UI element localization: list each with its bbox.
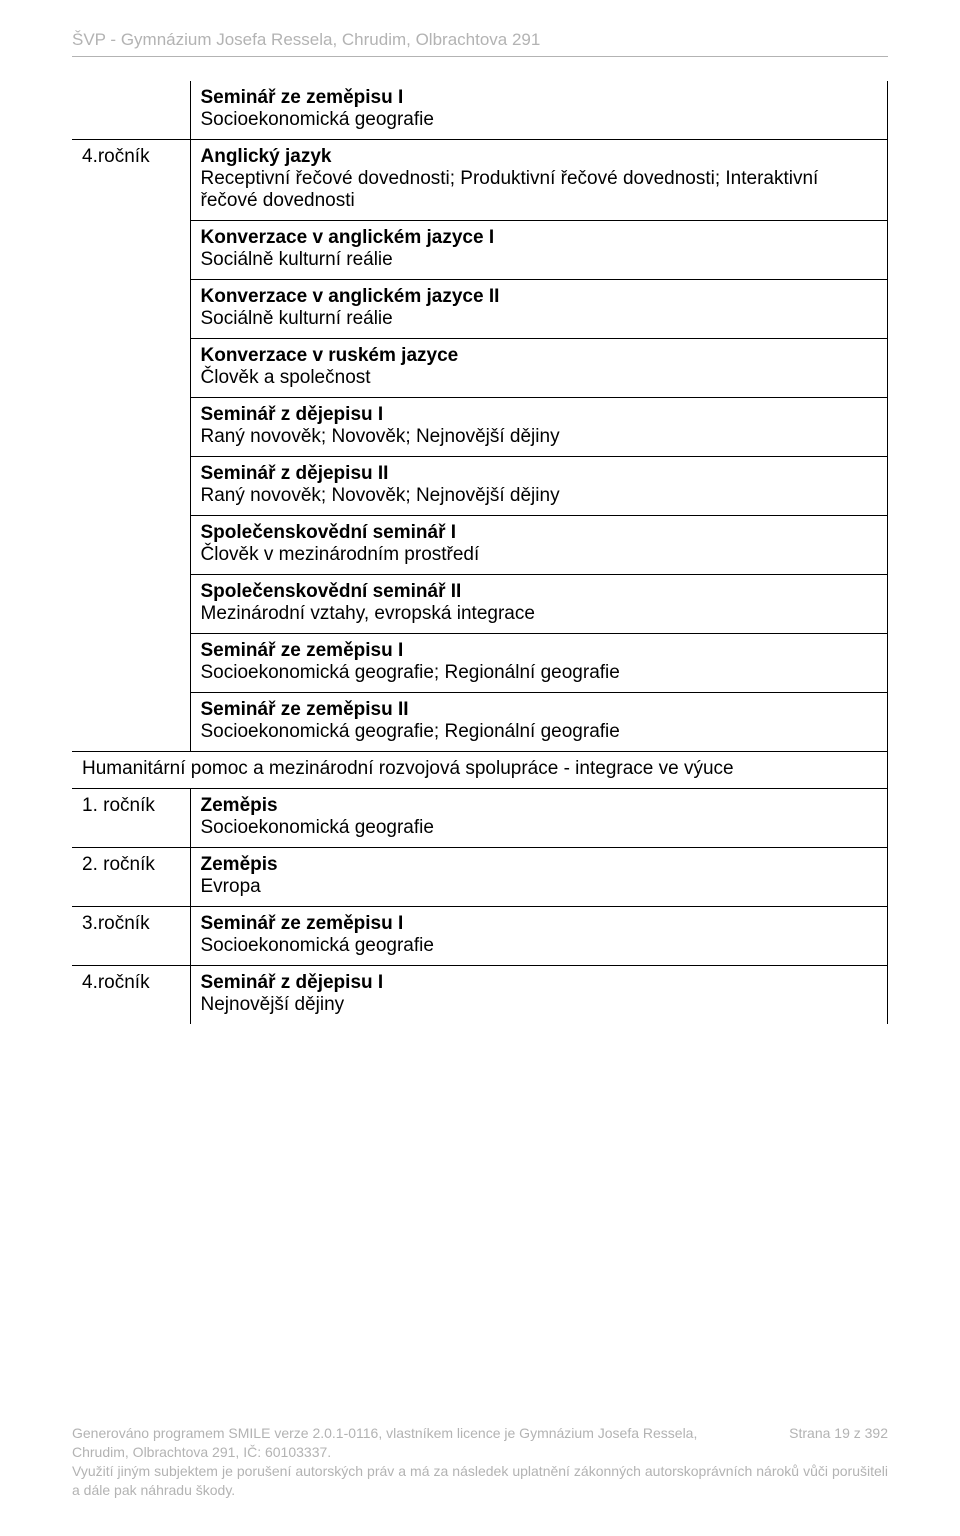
item-sub: Socioekonomická geografie; Regionální ge…: [201, 721, 878, 743]
content-cell: Seminář z dějepisu II Raný novověk; Novo…: [190, 457, 888, 516]
item-sub: Raný novověk; Novověk; Nejnovější dějiny: [201, 426, 878, 448]
table-row: 1. ročník Zeměpis Socioekonomická geogra…: [72, 789, 888, 848]
item-sub: Raný novověk; Novověk; Nejnovější dějiny: [201, 485, 878, 507]
item-title: Seminář ze zeměpisu I: [201, 640, 878, 662]
content-cell: Anglický jazyk Receptivní řečové dovedno…: [190, 140, 888, 221]
item-title: Společenskovědní seminář II: [201, 581, 878, 603]
content-cell: Konverzace v anglickém jazyce I Sociálně…: [190, 221, 888, 280]
table-row: Společenskovědní seminář I Člověk v mezi…: [72, 516, 888, 575]
table-row: 2. ročník Zeměpis Evropa: [72, 848, 888, 907]
grade-cell: 4.ročník: [72, 140, 190, 752]
item-sub: Receptivní řečové dovednosti; Produktivn…: [201, 168, 878, 212]
table-row: Seminář ze zeměpisu I Socioekonomická ge…: [72, 634, 888, 693]
grade-cell: 2. ročník: [72, 848, 190, 907]
header-rule: [72, 56, 888, 57]
item-sub: Člověk a společnost: [201, 367, 878, 389]
table-row: 4.ročník Anglický jazyk Receptivní řečov…: [72, 140, 888, 221]
content-cell: Společenskovědní seminář I Člověk v mezi…: [190, 516, 888, 575]
grade-cell: 3.ročník: [72, 907, 190, 966]
item-title: Konverzace v anglickém jazyce II: [201, 286, 878, 308]
item-title: Seminář ze zeměpisu I: [201, 87, 878, 109]
page-footer: Strana 19 z 392 Generováno programem SMI…: [72, 1424, 888, 1500]
content-cell: Seminář ze zeměpisu I Socioekonomická ge…: [190, 907, 888, 966]
content-cell: Zeměpis Socioekonomická geografie: [190, 789, 888, 848]
item-sub: Nejnovější dějiny: [201, 994, 878, 1016]
table-row: Konverzace v anglickém jazyce I Sociálně…: [72, 221, 888, 280]
section-heading: Humanitární pomoc a mezinárodní rozvojov…: [72, 752, 888, 789]
item-sub: Socioekonomická geografie; Regionální ge…: [201, 662, 878, 684]
footer-line: Využití jiným subjektem je porušení auto…: [72, 1463, 888, 1498]
content-cell: Konverzace v anglickém jazyce II Sociáln…: [190, 280, 888, 339]
footer-line: Generováno programem SMILE verze 2.0.1-0…: [72, 1425, 697, 1441]
item-title: Seminář z dějepisu I: [201, 404, 878, 426]
table-row: Seminář ze zeměpisu I Socioekonomická ge…: [72, 81, 888, 140]
item-sub: Socioekonomická geografie: [201, 109, 878, 131]
table-row: Konverzace v anglickém jazyce II Sociáln…: [72, 280, 888, 339]
doc-header: ŠVP - Gymnázium Josefa Ressela, Chrudim,…: [72, 30, 888, 50]
content-cell: Seminář ze zeměpisu I Socioekonomická ge…: [190, 634, 888, 693]
item-sub: Evropa: [201, 876, 878, 898]
grade-cell: [72, 81, 190, 140]
grade-cell: 1. ročník: [72, 789, 190, 848]
table-row: Společenskovědní seminář II Mezinárodní …: [72, 575, 888, 634]
content-cell: Seminář ze zeměpisu II Socioekonomická g…: [190, 693, 888, 752]
item-sub: Sociálně kulturní reálie: [201, 249, 878, 271]
content-cell: Seminář z dějepisu I Nejnovější dějiny: [190, 966, 888, 1025]
table-row: 3.ročník Seminář ze zeměpisu I Socioekon…: [72, 907, 888, 966]
item-title: Konverzace v ruském jazyce: [201, 345, 878, 367]
item-title: Anglický jazyk: [201, 146, 878, 168]
content-cell: Seminář ze zeměpisu I Socioekonomická ge…: [190, 81, 888, 140]
table-row: Konverzace v ruském jazyce Člověk a spol…: [72, 339, 888, 398]
item-sub: Člověk v mezinárodním prostředí: [201, 544, 878, 566]
item-title: Seminář z dějepisu II: [201, 463, 878, 485]
item-sub: Socioekonomická geografie: [201, 817, 878, 839]
item-sub: Sociálně kulturní reálie: [201, 308, 878, 330]
table-row: Seminář z dějepisu II Raný novověk; Novo…: [72, 457, 888, 516]
curriculum-table: Seminář ze zeměpisu I Socioekonomická ge…: [72, 81, 888, 1024]
item-title: Zeměpis: [201, 795, 878, 817]
item-title: Konverzace v anglickém jazyce I: [201, 227, 878, 249]
content-cell: Konverzace v ruském jazyce Člověk a spol…: [190, 339, 888, 398]
item-sub: Mezinárodní vztahy, evropská integrace: [201, 603, 878, 625]
item-title: Zeměpis: [201, 854, 878, 876]
grade-cell: 4.ročník: [72, 966, 190, 1025]
content-cell: Zeměpis Evropa: [190, 848, 888, 907]
item-title: Společenskovědní seminář I: [201, 522, 878, 544]
item-title: Seminář ze zeměpisu II: [201, 699, 878, 721]
page-number: Strana 19 z 392: [789, 1424, 888, 1443]
content-cell: Společenskovědní seminář II Mezinárodní …: [190, 575, 888, 634]
item-sub: Socioekonomická geografie: [201, 935, 878, 957]
section-heading-row: Humanitární pomoc a mezinárodní rozvojov…: [72, 752, 888, 789]
page: ŠVP - Gymnázium Josefa Ressela, Chrudim,…: [0, 0, 960, 1536]
footer-line: Chrudim, Olbrachtova 291, IČ: 60103337.: [72, 1444, 331, 1460]
item-title: Seminář z dějepisu I: [201, 972, 878, 994]
table-row: 4.ročník Seminář z dějepisu I Nejnovější…: [72, 966, 888, 1025]
table-row: Seminář ze zeměpisu II Socioekonomická g…: [72, 693, 888, 752]
content-cell: Seminář z dějepisu I Raný novověk; Novov…: [190, 398, 888, 457]
table-row: Seminář z dějepisu I Raný novověk; Novov…: [72, 398, 888, 457]
item-title: Seminář ze zeměpisu I: [201, 913, 878, 935]
